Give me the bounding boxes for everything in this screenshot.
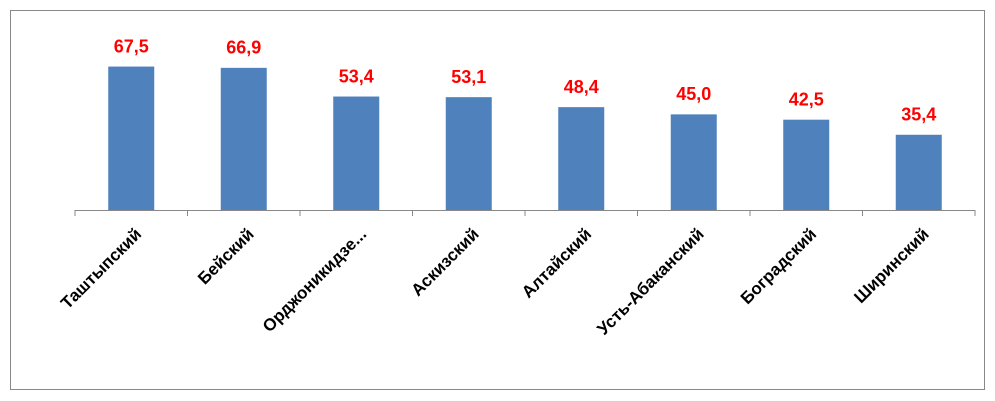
value-label: 42,5 xyxy=(789,89,824,109)
value-label: 66,9 xyxy=(226,38,261,58)
value-label: 67,5 xyxy=(114,36,149,56)
value-label: 35,4 xyxy=(901,105,936,125)
bar xyxy=(220,67,267,211)
bar xyxy=(333,96,380,210)
value-label: 53,1 xyxy=(451,67,486,87)
value-label: 53,4 xyxy=(339,66,374,86)
bar xyxy=(558,107,605,210)
value-label: 48,4 xyxy=(564,77,599,97)
bar xyxy=(445,97,492,210)
chart-frame xyxy=(10,10,985,390)
bar xyxy=(670,114,717,210)
bar xyxy=(783,119,830,210)
bar xyxy=(108,66,155,210)
value-label: 45,0 xyxy=(676,84,711,104)
bar xyxy=(895,134,942,210)
